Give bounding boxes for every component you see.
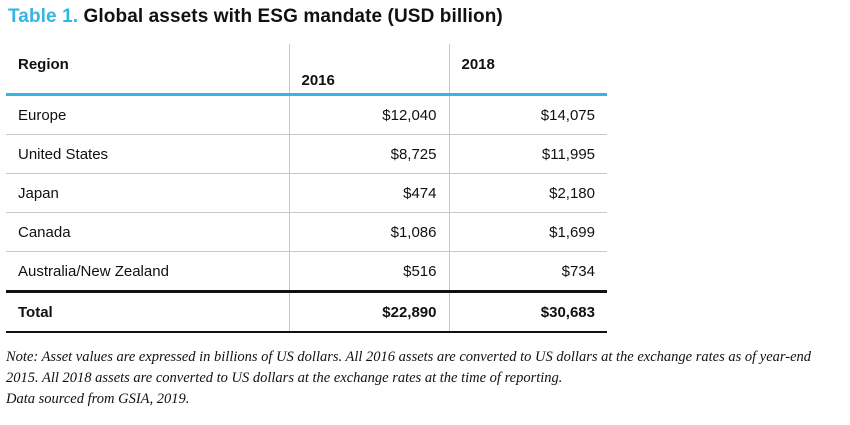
value-2016-cell: $516 [288,251,449,293]
table-row: United States $8,725 $11,995 [6,134,607,174]
value-2018-cell: $14,075 [448,94,607,135]
note-text: Note: Asset values are expressed in bill… [6,349,812,386]
region-cell: United States [6,134,289,174]
region-cell: Japan [6,173,289,213]
value-2018-cell: $734 [448,251,607,293]
total-2016-cell: $22,890 [288,291,449,333]
column-header-2018: 2018 [448,44,607,96]
table-row: Australia/New Zealand $516 $734 [6,251,607,293]
esg-assets-table: Region 2016 2018 Europe $12,040 $14,075 … [6,44,607,333]
total-2018-cell: $30,683 [448,291,607,333]
table-notes: Note: Asset values are expressed in bill… [6,347,846,410]
value-2016-cell: $1,086 [288,212,449,252]
table-title: Table 1. Global assets with ESG mandate … [8,6,503,28]
value-2018-cell: $1,699 [448,212,607,252]
total-label-cell: Total [6,291,289,333]
table-total-row: Total $22,890 $30,683 [6,291,607,333]
table-header-row: Region 2016 2018 [6,44,607,96]
value-2016-cell: $474 [288,173,449,213]
value-2016-cell: $8,725 [288,134,449,174]
value-2016-cell: $12,040 [288,94,449,135]
table-number-label: Table 1. [8,6,79,27]
region-cell: Canada [6,212,289,252]
region-cell: Europe [6,94,289,135]
table-row: Europe $12,040 $14,075 [6,94,607,135]
value-2018-cell: $11,995 [448,134,607,174]
source-text: Data sourced from GSIA, 2019. [6,391,190,407]
table-row: Canada $1,086 $1,699 [6,212,607,252]
table-row: Japan $474 $2,180 [6,173,607,213]
column-header-region: Region [6,44,289,96]
value-2018-cell: $2,180 [448,173,607,213]
column-header-2016: 2016 [288,44,449,96]
region-cell: Australia/New Zealand [6,251,289,293]
table-title-text: Global assets with ESG mandate (USD bill… [83,6,503,27]
